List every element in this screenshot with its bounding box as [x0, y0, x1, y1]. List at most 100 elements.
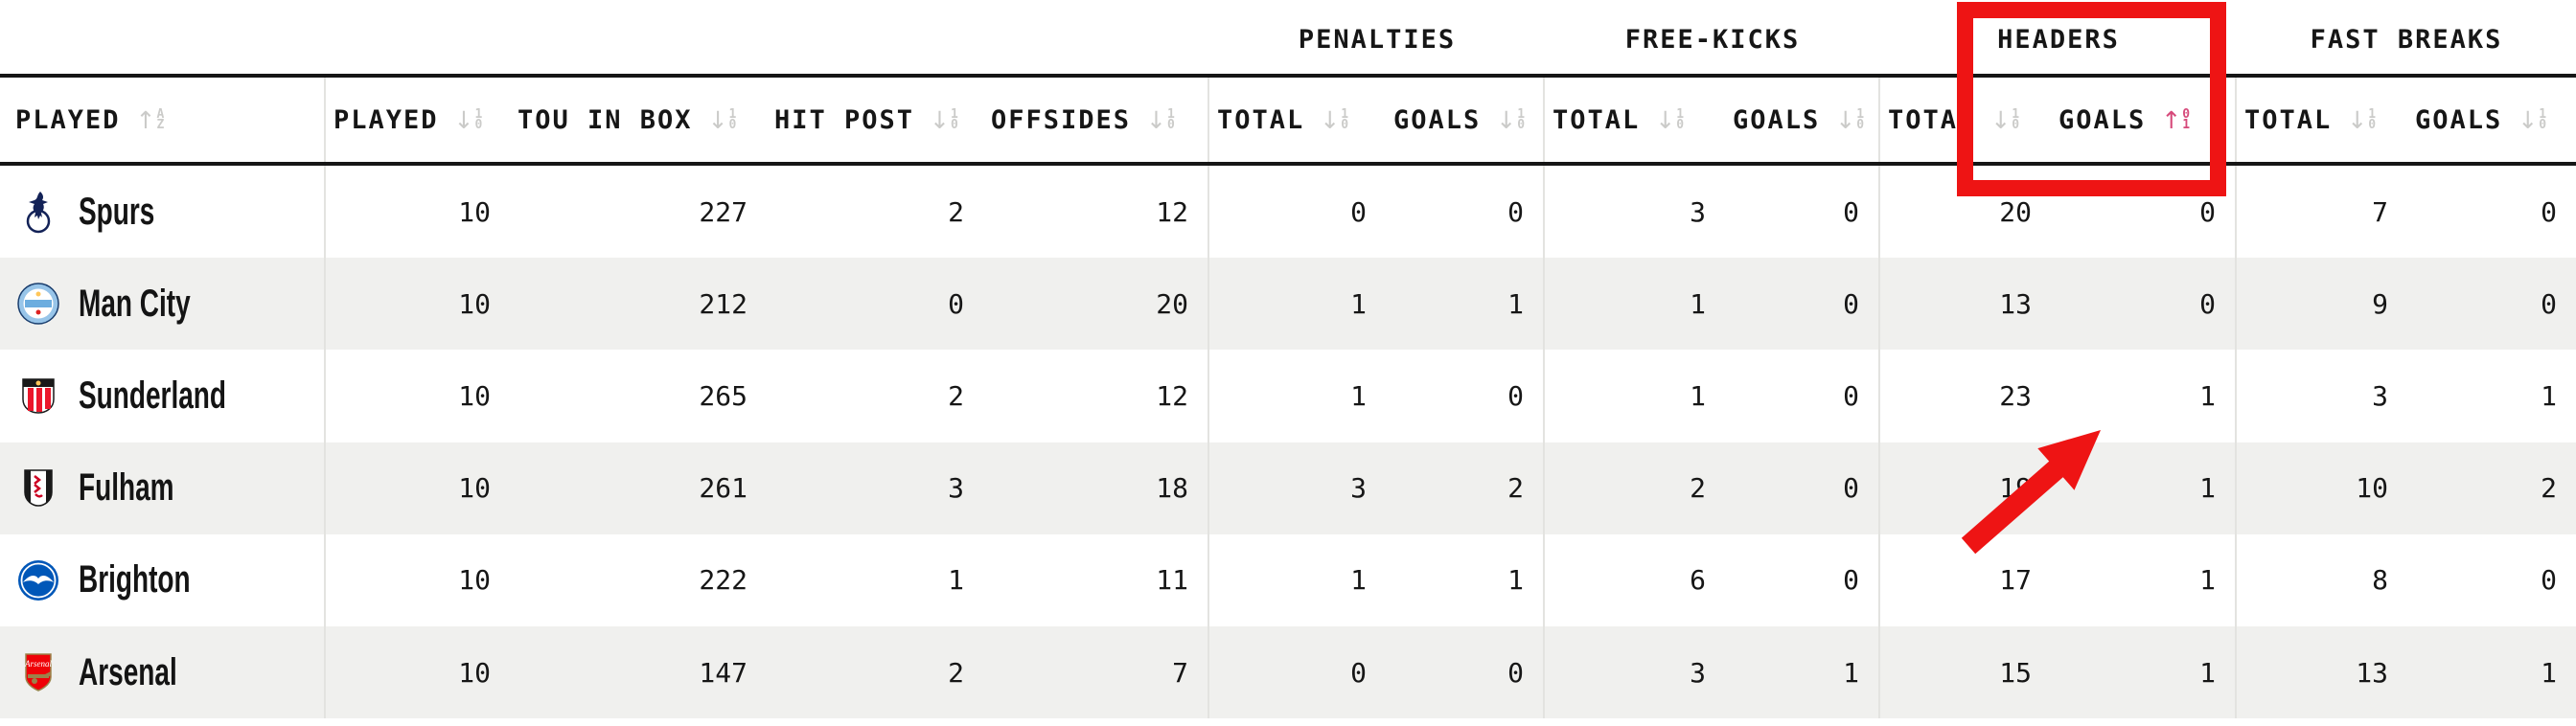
stat-cell: 1	[1350, 564, 1367, 597]
stat-cell: 212	[699, 287, 748, 320]
stat-cell: 10	[458, 564, 491, 597]
stat-cell: 1	[1690, 379, 1706, 412]
group-header-penalties: PENALTIES	[1298, 25, 1457, 55]
brighton-logo	[18, 559, 58, 601]
team-name: Sunderland	[79, 374, 227, 417]
stat-cell: 2	[2541, 472, 2557, 505]
stat-cell: 0	[2541, 287, 2557, 320]
team-row-brighton: Brighton 10 222 1 11 1 1 6 0 17 1 8 0	[0, 533, 2576, 626]
team-name: Arsenal	[79, 650, 177, 693]
stat-cell: 3	[1690, 656, 1706, 689]
table-body: Spurs 10 227 2 12 0 0 3 0 20 0 7 0	[0, 166, 2576, 719]
team-cell-man-city[interactable]: Man City	[0, 258, 326, 351]
stat-cell: 1	[1725, 625, 1880, 719]
arsenal-logo: Arsenal	[24, 653, 52, 692]
stat-cell: 0	[2541, 195, 2557, 228]
team-cell-brighton[interactable]: Brighton	[0, 533, 326, 626]
stat-cell: 10	[2356, 472, 2388, 505]
group-header-row: PENALTIES FREE-KICKS HEADERS FAST BREAKS	[0, 0, 2576, 78]
stat-cell: 147	[699, 656, 748, 689]
stat-cell: 10	[458, 379, 491, 412]
stat-cell: 11	[983, 533, 1209, 626]
team-cell-arsenal[interactable]: Arsenal Arsenal	[0, 625, 326, 719]
svg-text:Arsenal: Arsenal	[24, 659, 52, 669]
stat-cell: 1	[2051, 350, 2237, 442]
stat-cell: 3	[1350, 472, 1367, 505]
stat-cell: 15	[1999, 656, 2032, 689]
stat-cell: 1	[1350, 287, 1367, 320]
team-cell-spurs[interactable]: Spurs	[0, 166, 326, 259]
stat-cell: 1	[2051, 625, 2237, 719]
stat-cell: 1	[1690, 287, 1706, 320]
stat-cell: 7	[2372, 195, 2388, 228]
stat-cell: 0	[1725, 166, 1880, 259]
stat-cell: 1	[2541, 656, 2557, 689]
stat-cell: 18	[983, 442, 1209, 534]
stat-cell: 19	[1999, 472, 2032, 505]
team-cell-fulham[interactable]: Fulham	[0, 442, 326, 534]
stat-cell: 0	[1386, 625, 1545, 719]
team-cell-sunderland[interactable]: Sunderland	[0, 350, 326, 442]
stat-cell: 12	[983, 166, 1209, 259]
stat-cell: 2	[948, 656, 964, 689]
stat-cell: 0	[1725, 258, 1880, 351]
stat-cell: 1	[1350, 379, 1367, 412]
stat-cell: 0	[2051, 258, 2237, 351]
group-header-free-kicks: FREE-KICKS	[1624, 25, 1801, 55]
stat-cell: 0	[1386, 350, 1545, 442]
stat-cell: 1	[2541, 379, 2557, 412]
team-name: Spurs	[79, 190, 155, 233]
stat-cell: 1	[948, 564, 964, 597]
stat-cell: 3	[1690, 195, 1706, 228]
stat-cell: 13	[2356, 656, 2388, 689]
stat-cell: 2	[948, 195, 964, 228]
stat-cell: 0	[1725, 350, 1880, 442]
team-row-spurs: Spurs 10 227 2 12 0 0 3 0 20 0 7 0	[0, 166, 2576, 259]
team-row-fulham: Fulham 10 261 3 18 3 2 2 0 19 1 10 2	[0, 442, 2576, 534]
team-row-sunderland: Sunderland 10 265 2 12 1 0 1 0 23 1 3 1	[0, 350, 2576, 442]
stat-cell: 6	[1690, 564, 1706, 597]
stat-cell: 2	[1386, 442, 1545, 534]
stat-cell: 1	[1386, 533, 1545, 626]
stat-cell: 3	[2372, 379, 2388, 412]
stat-cell: 13	[1999, 287, 2032, 320]
team-name: Man City	[79, 282, 191, 325]
team-row-arsenal: Arsenal Arsenal 10 147 2 7 0 0 3 1 15 1 …	[0, 625, 2576, 719]
stat-cell: 1	[2051, 442, 2237, 534]
stat-cell: 2	[948, 379, 964, 412]
stat-cell: 9	[2372, 287, 2388, 320]
team-name: Fulham	[79, 466, 174, 510]
stat-cell: 23	[1999, 379, 2032, 412]
stat-cell: 20	[1999, 195, 2032, 228]
man-city-logo	[17, 283, 59, 326]
stat-cell: 10	[458, 287, 491, 320]
